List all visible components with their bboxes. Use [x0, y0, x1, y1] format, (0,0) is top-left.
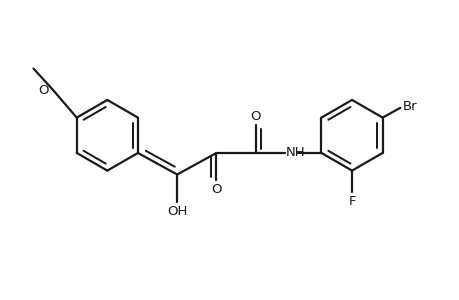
Text: O: O: [250, 110, 260, 122]
Text: NH: NH: [285, 146, 305, 159]
Text: F: F: [347, 195, 355, 208]
Text: O: O: [211, 183, 221, 196]
Text: O: O: [39, 84, 49, 97]
Text: Br: Br: [402, 100, 416, 113]
Text: OH: OH: [167, 205, 187, 218]
